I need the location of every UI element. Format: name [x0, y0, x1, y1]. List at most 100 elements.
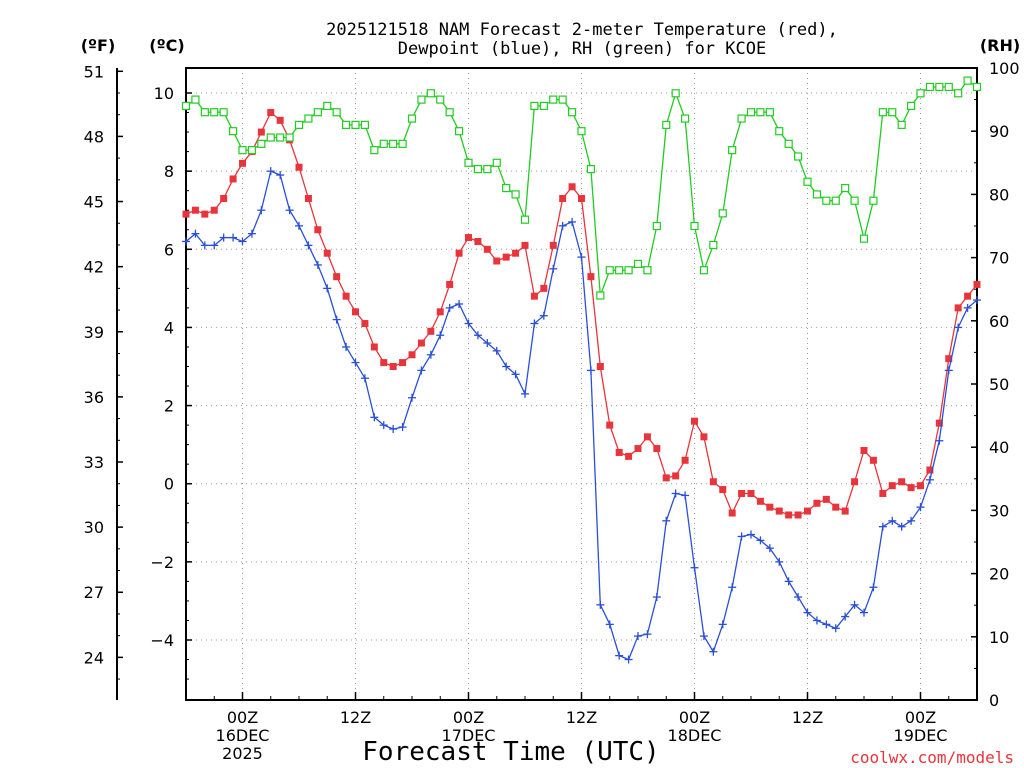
- dewpoint-point: [728, 583, 737, 592]
- temperature-point: [530, 292, 538, 300]
- rh-point: [916, 89, 925, 98]
- c-tick-label: 8: [164, 162, 174, 181]
- dewpoint-point: [351, 358, 360, 367]
- unit-rh-label: (RH): [980, 36, 1020, 55]
- dewpoint-point: [313, 260, 322, 269]
- temperature-point: [239, 159, 246, 167]
- dewpoint-point: [794, 593, 803, 602]
- temperature-point: [182, 210, 190, 218]
- dewpoint-point: [257, 206, 266, 215]
- f-tick-label: 36: [84, 388, 104, 407]
- rh-point: [294, 120, 304, 129]
- rh-point: [812, 190, 822, 199]
- rh-point: [662, 120, 671, 129]
- temperature-point: [314, 226, 322, 234]
- dewpoint-point: [860, 608, 868, 617]
- temperature-point: [615, 448, 623, 456]
- chart-texts: 514845423936333027241086420−2−4100908070…: [81, 20, 1020, 767]
- rh-point: [389, 139, 398, 148]
- gridlines: [186, 68, 977, 700]
- rh-tick-label: 90: [989, 122, 1009, 141]
- temperature-point: [399, 359, 407, 367]
- temperature-point: [719, 486, 727, 494]
- temperature-point: [502, 253, 510, 261]
- temperature-point: [493, 257, 501, 265]
- temperature-point: [964, 292, 972, 300]
- rh-point: [417, 95, 426, 104]
- f-tick-label: 51: [84, 62, 104, 81]
- temperature-point: [276, 116, 284, 124]
- rh-tick-label: 60: [989, 312, 1009, 331]
- dewpoint-point: [398, 423, 407, 432]
- f-tick-label: 24: [84, 648, 104, 667]
- rh-tick-label: 0: [989, 691, 999, 710]
- unit-f-label: (ºF): [81, 36, 116, 55]
- rh-point: [775, 127, 784, 136]
- c-tick-label: 4: [164, 318, 174, 337]
- x-tick-date: 16DEC: [216, 726, 270, 745]
- unit-c-label: (ºC): [149, 36, 184, 55]
- temperature-point: [804, 507, 811, 515]
- dewpoint-point: [681, 491, 690, 500]
- x-tick-label: 00Z: [679, 708, 710, 727]
- rh-point: [426, 89, 435, 98]
- temperature-point: [229, 175, 237, 183]
- temperature-point: [954, 304, 962, 312]
- rh-point: [746, 108, 756, 117]
- c-tick-label: 6: [164, 240, 174, 259]
- rh-point: [313, 108, 322, 117]
- rh-point: [351, 120, 360, 129]
- temperature-point: [323, 249, 331, 257]
- dewpoint-point: [445, 303, 454, 312]
- dewpoint-point: [511, 370, 520, 379]
- temperature-point: [427, 327, 435, 335]
- rh-point: [963, 76, 972, 85]
- c-tick-label: 2: [164, 397, 174, 416]
- rh-point: [756, 108, 765, 117]
- temperature-point: [578, 194, 585, 202]
- dewpoint-point: [502, 362, 511, 371]
- temperature-point: [455, 249, 463, 257]
- dewpoint-point: [765, 544, 774, 553]
- dewpoint-point: [568, 217, 577, 226]
- dewpoint-point: [370, 413, 379, 422]
- temperature-point: [436, 308, 444, 316]
- temperature-point: [474, 237, 482, 245]
- dewpoint-point: [888, 516, 897, 525]
- dewpoint-point: [304, 241, 313, 250]
- rh-point: [972, 82, 982, 92]
- rh-point: [784, 139, 793, 148]
- rh-tick-label: 20: [989, 565, 1009, 584]
- rh-point: [643, 266, 652, 275]
- rh-point: [464, 158, 473, 167]
- temperature-point: [841, 507, 849, 515]
- rh-point: [718, 209, 727, 218]
- x-tick-date: 18DEC: [668, 726, 722, 745]
- dewpoint-point: [812, 616, 821, 625]
- dewpoint-point: [662, 516, 671, 525]
- rh-point: [200, 108, 209, 117]
- rh-tick-label: 30: [989, 501, 1009, 520]
- temperature-point: [370, 343, 378, 351]
- temperature-point: [587, 273, 595, 281]
- rh-point: [511, 190, 520, 199]
- c-tick-label: 0: [164, 475, 174, 494]
- x-tick-label: 12Z: [792, 708, 823, 727]
- dewpoint-point: [530, 319, 539, 328]
- c-tick-label: −2: [150, 553, 174, 572]
- rh-point: [831, 196, 840, 205]
- rh-point: [407, 114, 417, 123]
- x-tick-label: 00Z: [905, 708, 936, 727]
- dewpoint-point: [408, 393, 416, 402]
- rh-point: [360, 120, 370, 129]
- temperature-point: [295, 163, 303, 171]
- temperature-point: [756, 497, 764, 505]
- temperature-point: [304, 194, 312, 202]
- x-axis-title: Forecast Time (UTC): [362, 737, 659, 767]
- temperature-point: [191, 206, 199, 214]
- series-temperature: [182, 109, 981, 519]
- temperature-point: [643, 433, 651, 441]
- temperature-point: [210, 206, 218, 214]
- dewpoint-point: [907, 516, 916, 525]
